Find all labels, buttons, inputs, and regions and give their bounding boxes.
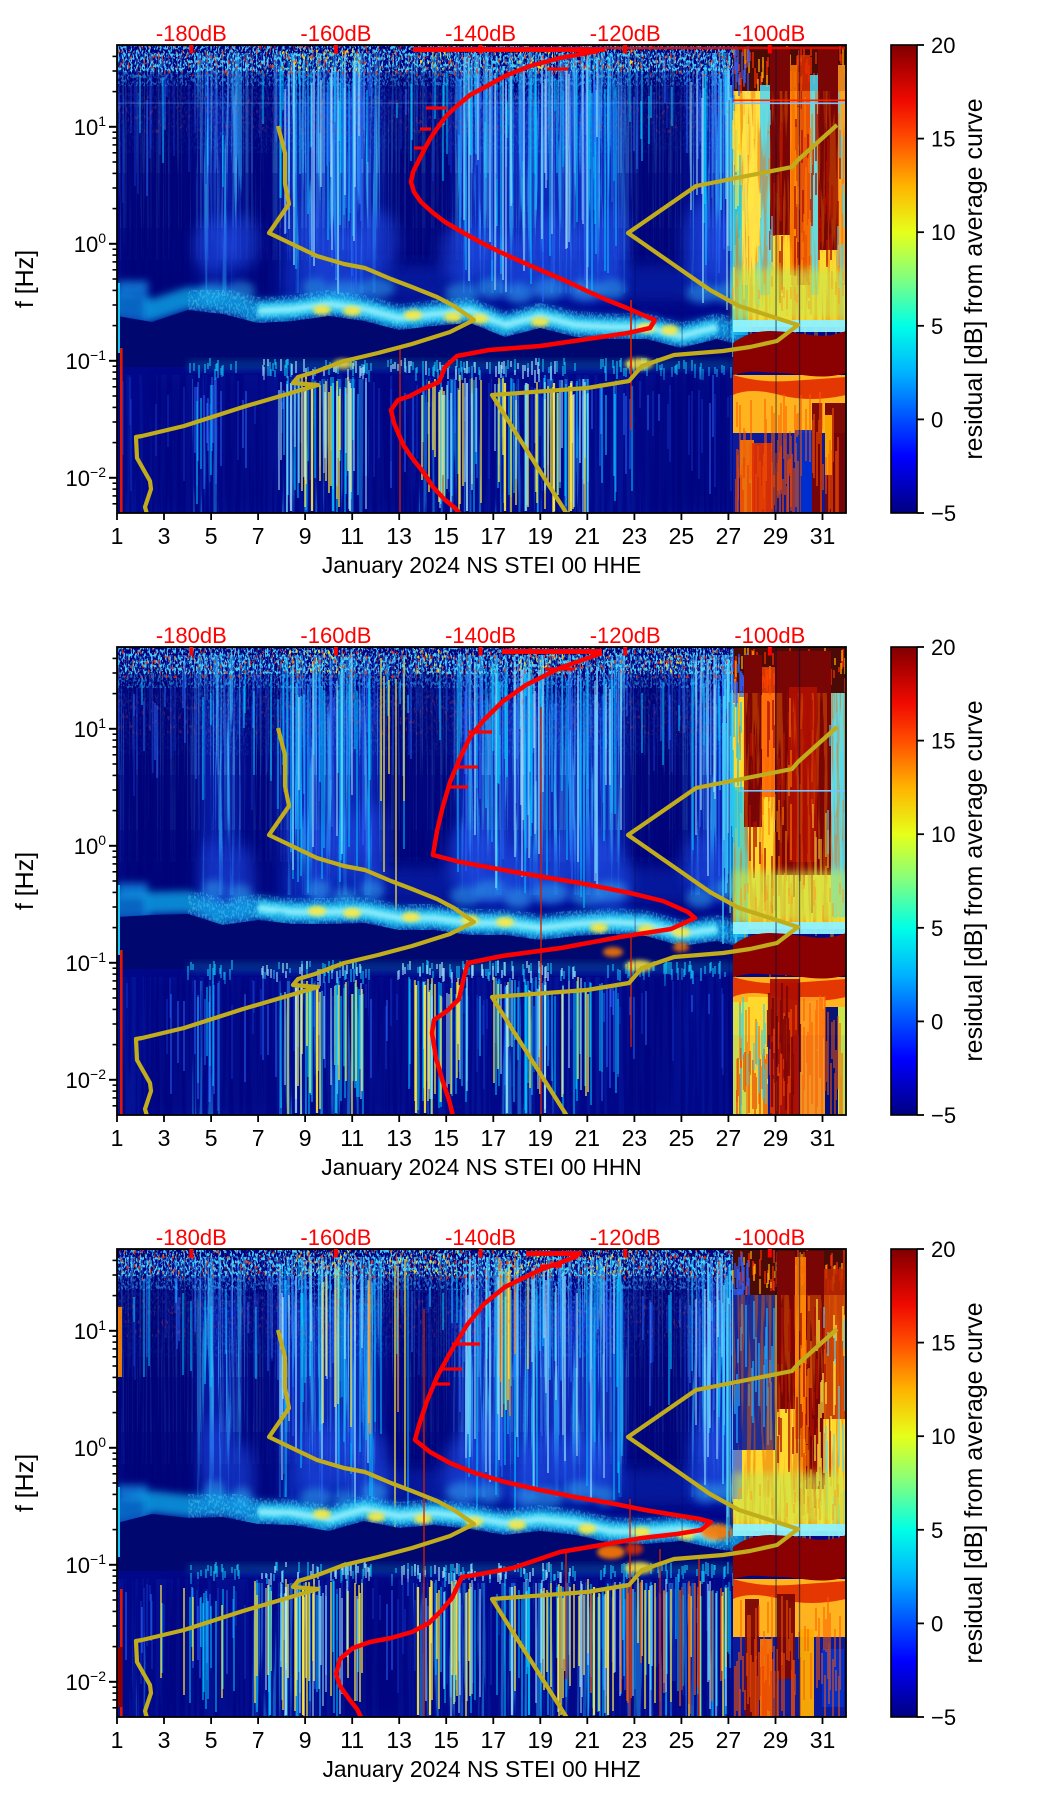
svg-text:-180dB: -180dB [156, 21, 227, 46]
svg-text:5: 5 [205, 1727, 218, 1753]
svg-text:f [Hz]: f [Hz] [11, 852, 39, 910]
svg-text:3: 3 [158, 1727, 171, 1753]
svg-text:25: 25 [669, 1727, 695, 1753]
svg-text:-120dB: -120dB [590, 1225, 661, 1250]
svg-text:-140dB: -140dB [445, 21, 516, 46]
svg-text:−5: −5 [931, 1103, 956, 1128]
svg-text:9: 9 [299, 1125, 312, 1151]
svg-text:residual [dB] from average cur: residual [dB] from average curve [960, 700, 988, 1061]
svg-text:10: 10 [931, 822, 955, 847]
svg-text:11: 11 [340, 1727, 364, 1753]
svg-text:-100dB: -100dB [734, 623, 805, 648]
svg-text:15: 15 [931, 127, 955, 152]
svg-text:27: 27 [716, 523, 742, 549]
svg-text:-180dB: -180dB [156, 1225, 227, 1250]
svg-text:23: 23 [622, 1727, 648, 1753]
svg-text:0: 0 [931, 407, 943, 432]
svg-text:29: 29 [763, 523, 789, 549]
svg-text:-100dB: -100dB [734, 1225, 805, 1250]
svg-text:January 2024 NS STEI 00 HHN: January 2024 NS STEI 00 HHN [321, 1154, 642, 1180]
svg-text:-160dB: -160dB [300, 623, 371, 648]
svg-text:101: 101 [74, 715, 106, 742]
svg-text:27: 27 [716, 1125, 742, 1151]
svg-text:-180dB: -180dB [156, 623, 227, 648]
svg-text:31: 31 [810, 1125, 836, 1151]
svg-text:3: 3 [158, 523, 171, 549]
svg-text:f [Hz]: f [Hz] [11, 250, 39, 308]
svg-text:5: 5 [931, 314, 943, 339]
svg-text:20: 20 [931, 33, 955, 58]
svg-text:1: 1 [111, 1727, 124, 1753]
svg-text:1: 1 [111, 523, 124, 549]
svg-text:-140dB: -140dB [445, 623, 516, 648]
svg-text:13: 13 [386, 1727, 412, 1753]
svg-text:20: 20 [931, 1237, 955, 1262]
svg-text:21: 21 [575, 523, 601, 549]
svg-text:-100dB: -100dB [734, 21, 805, 46]
svg-text:5: 5 [931, 916, 943, 941]
svg-text:13: 13 [386, 523, 412, 549]
svg-text:1: 1 [111, 1125, 124, 1151]
svg-text:15: 15 [931, 729, 955, 754]
svg-text:15: 15 [433, 1727, 459, 1753]
svg-text:10: 10 [931, 220, 955, 245]
svg-text:residual [dB] from average cur: residual [dB] from average curve [960, 1302, 988, 1663]
svg-text:residual [dB] from average cur: residual [dB] from average curve [960, 98, 988, 459]
svg-text:7: 7 [252, 1727, 265, 1753]
svg-text:19: 19 [528, 1727, 554, 1753]
svg-text:19: 19 [528, 1125, 554, 1151]
svg-text:-160dB: -160dB [300, 1225, 371, 1250]
svg-text:31: 31 [810, 523, 836, 549]
svg-text:10: 10 [931, 1424, 955, 1449]
svg-text:19: 19 [528, 523, 554, 549]
svg-text:25: 25 [669, 523, 695, 549]
svg-text:9: 9 [299, 1727, 312, 1753]
svg-text:f [Hz]: f [Hz] [11, 1454, 39, 1512]
svg-text:9: 9 [299, 523, 312, 549]
svg-text:−5: −5 [931, 501, 956, 526]
svg-text:15: 15 [931, 1331, 955, 1356]
svg-text:25: 25 [669, 1125, 695, 1151]
svg-text:January 2024 NS STEI 00 HHZ: January 2024 NS STEI 00 HHZ [322, 1756, 640, 1782]
svg-text:-120dB: -120dB [590, 21, 661, 46]
svg-text:23: 23 [622, 523, 648, 549]
svg-text:-120dB: -120dB [590, 623, 661, 648]
svg-text:11: 11 [340, 523, 364, 549]
svg-text:-140dB: -140dB [445, 1225, 516, 1250]
svg-text:5: 5 [931, 1518, 943, 1543]
svg-text:17: 17 [481, 1727, 507, 1753]
svg-text:−5: −5 [931, 1705, 956, 1730]
svg-text:January 2024 NS STEI 00 HHE: January 2024 NS STEI 00 HHE [322, 552, 641, 578]
svg-text:5: 5 [205, 1125, 218, 1151]
svg-text:11: 11 [340, 1125, 364, 1151]
svg-text:29: 29 [763, 1125, 789, 1151]
svg-text:17: 17 [481, 523, 507, 549]
svg-text:21: 21 [575, 1125, 601, 1151]
svg-text:5: 5 [205, 523, 218, 549]
svg-text:7: 7 [252, 1125, 265, 1151]
svg-text:13: 13 [386, 1125, 412, 1151]
svg-text:27: 27 [716, 1727, 742, 1753]
svg-text:29: 29 [763, 1727, 789, 1753]
svg-text:3: 3 [158, 1125, 171, 1151]
svg-text:15: 15 [433, 523, 459, 549]
svg-text:0: 0 [931, 1009, 943, 1034]
svg-text:20: 20 [931, 635, 955, 660]
svg-text:15: 15 [433, 1125, 459, 1151]
svg-text:21: 21 [575, 1727, 601, 1753]
svg-text:31: 31 [810, 1727, 836, 1753]
svg-text:17: 17 [481, 1125, 507, 1151]
svg-text:0: 0 [931, 1611, 943, 1636]
svg-text:7: 7 [252, 523, 265, 549]
svg-text:23: 23 [622, 1125, 648, 1151]
svg-text:-160dB: -160dB [300, 21, 371, 46]
